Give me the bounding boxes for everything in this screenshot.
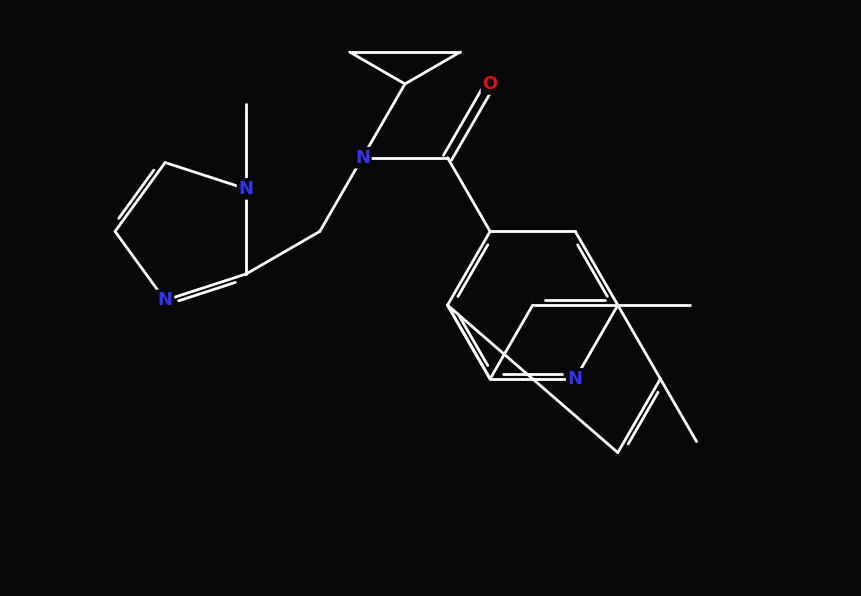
Text: O: O — [482, 75, 498, 93]
Text: N: N — [238, 180, 254, 198]
Text: N: N — [355, 148, 370, 167]
Text: N: N — [158, 291, 172, 309]
Text: N: N — [567, 370, 583, 388]
